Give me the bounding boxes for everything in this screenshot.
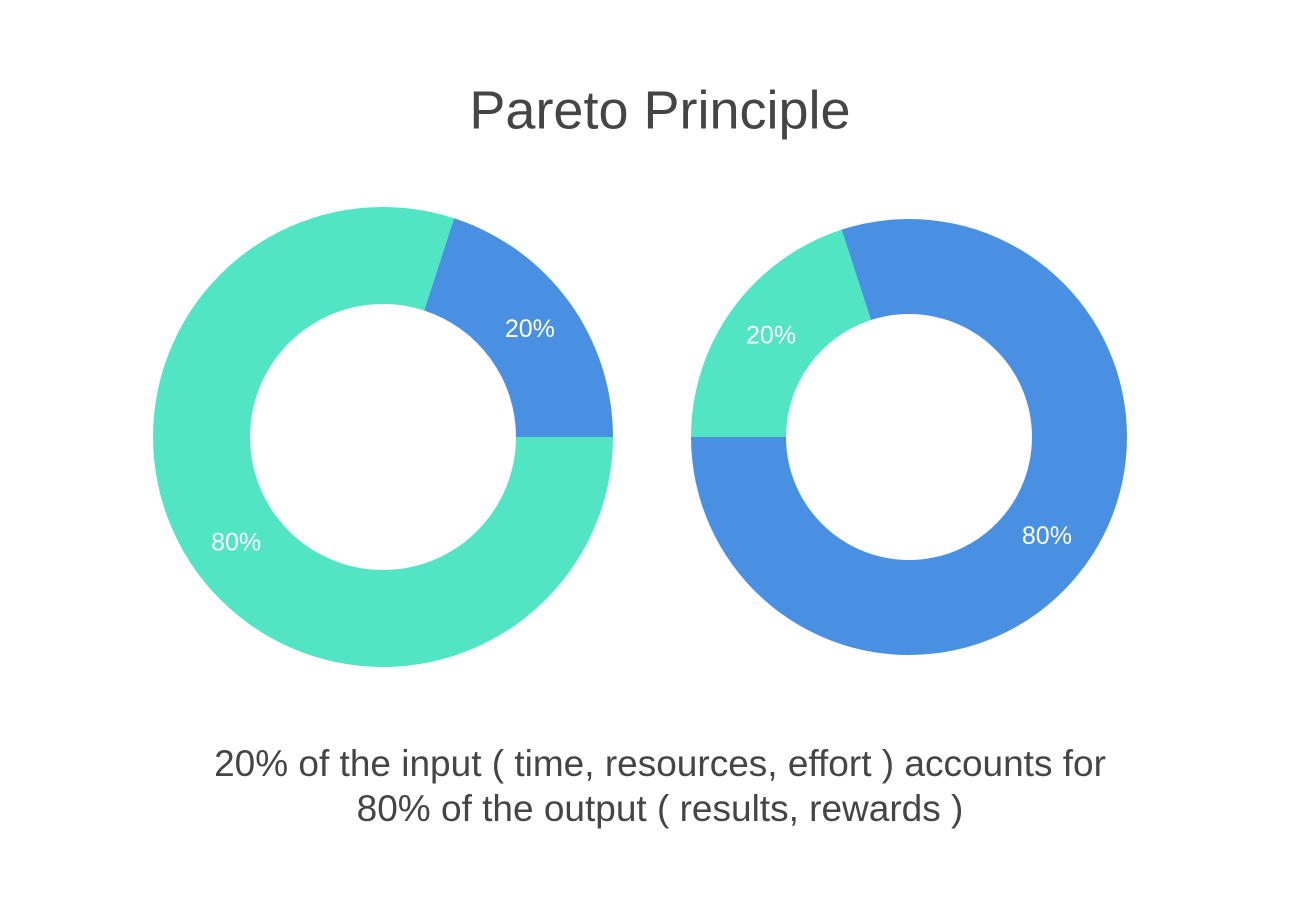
slice-label: 20% — [746, 321, 796, 349]
caption-line: 80% of the output ( results, rewards ) — [357, 788, 964, 829]
donut-slice — [152, 206, 613, 668]
slice-label: 20% — [505, 315, 555, 343]
donut-slice — [424, 218, 613, 437]
donut-slice — [691, 219, 1127, 656]
chart-title: Pareto Principle — [469, 80, 850, 140]
donut-slice — [691, 229, 871, 437]
caption-line: 20% of the input ( time, resources, effo… — [214, 743, 1106, 784]
slice-label: 80% — [1022, 522, 1072, 550]
slice-label: 80% — [211, 528, 261, 556]
